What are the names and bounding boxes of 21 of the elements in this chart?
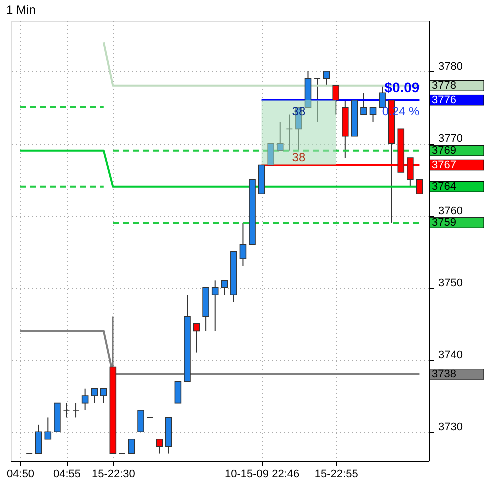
data-label: 3769 [432, 144, 456, 157]
y-tick-label: 3770 [438, 133, 463, 146]
data-label: 3764 [432, 180, 456, 193]
x-tick-label: 04:55 [53, 468, 81, 480]
x-tick-label: 15-22:55 [314, 468, 358, 480]
x-tick-label: 15-22:30 [92, 468, 136, 480]
annotation: $0.09 [384, 79, 420, 96]
x-tick-label: 04:50 [7, 468, 35, 480]
data-label: 3767 [432, 159, 456, 172]
y-tick-label: 3730 [438, 422, 463, 434]
y-tick-label: 3760 [438, 205, 463, 218]
data-label: 3778 [432, 80, 456, 92]
data-label: 3759 [432, 216, 456, 229]
x-tick-label: 10-15-09 22:46 [224, 468, 300, 480]
data-label: 3738 [432, 368, 456, 380]
data-label: 3776 [432, 94, 456, 106]
annotation: 38 [292, 150, 306, 164]
y-tick-label: 3740 [438, 350, 463, 362]
y-tick-label: 3750 [438, 277, 463, 290]
y-tick-label: 3780 [438, 60, 463, 73]
chart-title: 1 Min [6, 3, 36, 17]
